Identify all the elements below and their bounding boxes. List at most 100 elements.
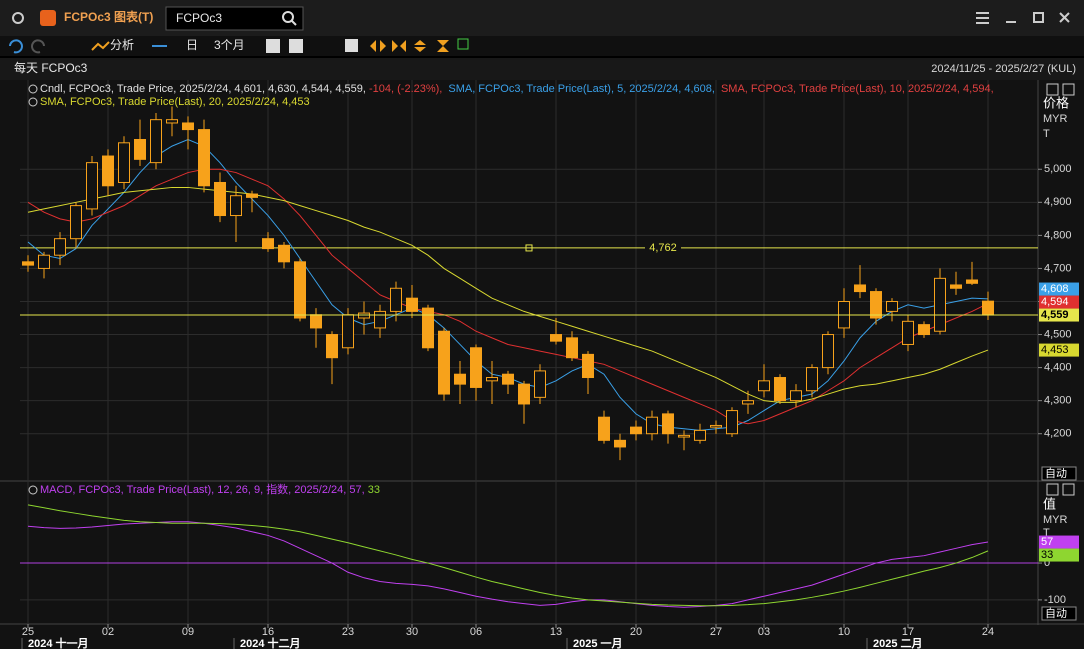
x-tick-label: 25 (22, 626, 34, 638)
pane-close[interactable] (1062, 483, 1075, 496)
candle-body (646, 416, 658, 435)
candle-body (710, 424, 722, 428)
legend-entry: 33 (365, 484, 380, 496)
date-range: 2024/11/25 - 2025/2/27 (KUL) (931, 63, 1076, 75)
legend-entry: -104, (-2.23%), (366, 83, 442, 95)
indicator-line (27, 186, 989, 403)
month-label: 2024 十二月 (240, 636, 301, 649)
candle-body (886, 300, 898, 312)
window-title: FCPOc3 图表(T) (64, 9, 153, 24)
window-controls (976, 12, 1070, 24)
candle-body (374, 310, 386, 329)
maximize[interactable] (1033, 12, 1044, 23)
search-text: FCPOc3 (176, 11, 222, 25)
x-tick-label: 10 (838, 626, 850, 638)
candle-body (246, 193, 258, 198)
undo[interactable] (9, 39, 23, 54)
analysis-menu[interactable]: 分析 (110, 38, 134, 52)
search-icon[interactable] (282, 11, 294, 23)
month-label: 2024 十一月 (28, 636, 89, 649)
candle-body (342, 314, 354, 349)
candle-body (470, 347, 482, 388)
price-tag-label: 4,453 (1041, 344, 1069, 356)
candle-body (950, 284, 962, 289)
link-icon[interactable] (12, 12, 24, 24)
candle-body (102, 155, 114, 187)
candle-body (454, 373, 466, 385)
pane-restore[interactable] (1046, 83, 1059, 96)
legend-icon (28, 84, 38, 94)
candle-body (726, 410, 738, 435)
candle-body (422, 307, 434, 349)
macd-unit-suffix: T (1043, 527, 1050, 539)
candle-body (294, 261, 306, 319)
price-tag (1039, 548, 1079, 562)
select-tool[interactable] (457, 38, 469, 50)
candle-body (182, 122, 194, 131)
toolbar-icons (9, 38, 469, 54)
y-tick-label: 0 (1044, 557, 1050, 569)
legend-icon (28, 97, 38, 107)
indicator-line (27, 504, 989, 607)
legend-row: Cndl, FCPOc3, Trade Price, 2025/2/24, 4,… (40, 83, 994, 95)
search-box[interactable] (165, 6, 304, 31)
candle-body (902, 320, 914, 345)
legend-icon (28, 485, 38, 495)
x-tick-label: 16 (262, 626, 274, 638)
price-unit-suffix: T (1043, 128, 1050, 140)
indicator-line (27, 521, 989, 608)
chart-type-2[interactable] (289, 39, 303, 53)
candle-body (38, 254, 50, 269)
legend-entry: 57, (346, 484, 364, 496)
candle-body (630, 426, 642, 435)
app-icon (40, 10, 56, 26)
auto-scale-label: 自动 (1045, 467, 1067, 480)
y-tick-label: 4,800 (1044, 229, 1072, 241)
candle-body (534, 370, 546, 398)
candle-body (518, 383, 530, 405)
range-menu[interactable]: 3个月 (214, 38, 245, 52)
candle-body (694, 429, 706, 441)
x-tick-label: 20 (630, 626, 642, 638)
legend-row: SMA, FCPOc3, Trade Price(Last), 20, 2025… (40, 96, 310, 108)
indicator-line (27, 168, 989, 425)
candle-body (54, 238, 66, 256)
candle-body (22, 261, 34, 266)
x-tick-label: 02 (102, 626, 114, 638)
auto-scale-button[interactable] (1041, 606, 1077, 621)
redo[interactable] (31, 39, 45, 54)
analysis-icon[interactable] (91, 41, 110, 51)
period-menu[interactable]: 日 (186, 38, 198, 52)
candle-body (550, 334, 562, 342)
y-tick-label: 4,400 (1044, 362, 1072, 374)
legend-row: MACD, FCPOc3, Trade Price(Last), 12, 26,… (40, 482, 380, 496)
y-tick-label: 4,700 (1044, 262, 1072, 274)
candle-body (582, 353, 594, 379)
macd-axis-title: 值 (1043, 496, 1056, 511)
candle-body (310, 314, 322, 329)
price-tag-label: 4,559 (1041, 309, 1069, 321)
macd-unit: MYR (1043, 514, 1068, 526)
candle-body (86, 162, 98, 210)
candle-body (118, 142, 130, 183)
legend-entry: SMA, FCPOc3, Trade Price(Last), 20, 2025… (40, 96, 310, 108)
price-tag-label: 33 (1041, 549, 1053, 561)
pane-close[interactable] (1062, 83, 1075, 96)
x-tick-label: 27 (710, 626, 722, 638)
x-tick-label: 17 (902, 626, 914, 638)
zoom-icons[interactable] (370, 40, 386, 52)
candle-body (806, 367, 818, 392)
legend-entry: SMA, FCPOc3, Trade Price(Last), 10, 2025… (721, 83, 994, 95)
x-tick-label: 09 (182, 626, 194, 638)
pane-restore[interactable] (1046, 483, 1059, 496)
candle-body (486, 377, 498, 382)
month-label: 2025 一月 (573, 637, 623, 649)
tool-box[interactable] (345, 39, 358, 52)
price-tag-label: 4,608 (1041, 283, 1069, 295)
auto-scale-button[interactable] (1041, 466, 1077, 481)
chart-type-1[interactable] (266, 39, 280, 53)
plots: 4,2004,3004,4004,5004,6004,7004,8004,900… (20, 80, 1079, 649)
candle-body (982, 300, 994, 316)
